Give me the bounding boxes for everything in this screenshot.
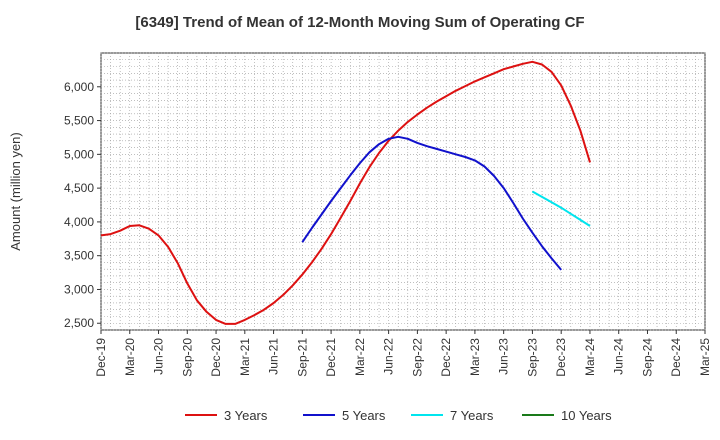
- y-tick-label: 5,500: [64, 114, 94, 128]
- x-tick-label: Sep-21: [295, 338, 309, 377]
- x-tick-label: Jun-20: [152, 338, 166, 375]
- x-tick-label: Jun-24: [612, 338, 626, 375]
- legend-label-10-years: 10 Years: [561, 408, 612, 423]
- legend-label-3-years: 3 Years: [224, 408, 268, 423]
- plot-area: [100, 52, 706, 331]
- x-tick-label: Jun-21: [267, 338, 281, 375]
- x-tick-label: Jun-22: [382, 338, 396, 375]
- x-tick-label: Sep-23: [525, 338, 539, 377]
- x-tick-label: Dec-22: [439, 338, 453, 377]
- y-tick-label: 2,500: [64, 316, 94, 330]
- y-tick-label: 3,500: [64, 249, 94, 263]
- chart-title: [6349] Trend of Mean of 12-Month Moving …: [135, 14, 585, 31]
- x-tick-label: Mar-22: [353, 338, 367, 376]
- x-tick-label: Mar-24: [583, 338, 597, 376]
- y-tick-label: 4,500: [64, 181, 94, 195]
- x-tick-label: Sep-24: [640, 338, 654, 377]
- x-tick-label: Mar-25: [698, 338, 712, 376]
- y-tick-label: 3,000: [64, 282, 94, 296]
- x-tick-label: Sep-20: [180, 338, 194, 377]
- x-tick-label: Mar-20: [123, 338, 137, 376]
- x-tick-label: Dec-23: [554, 338, 568, 377]
- legend-label-7-years: 7 Years: [450, 408, 494, 423]
- series-line-3-years: [100, 60, 591, 325]
- x-tick-label: Jun-23: [497, 338, 511, 375]
- x-tick-label: Dec-24: [669, 338, 683, 377]
- x-tick-label: Dec-19: [94, 338, 108, 377]
- x-tick-label: Dec-21: [324, 338, 338, 377]
- x-tick-label: Sep-22: [410, 338, 424, 377]
- x-tick-label: Mar-21: [238, 338, 252, 376]
- y-axis-label: Amount (million yen): [8, 132, 23, 251]
- y-tick-label: 4,000: [64, 215, 94, 229]
- legend-label-5-years: 5 Years: [342, 408, 386, 423]
- x-tick-label: Mar-23: [468, 338, 482, 376]
- series-line-5-years: [301, 135, 562, 271]
- y-tick-label: 6,000: [64, 80, 94, 94]
- y-tick-label: 5,000: [64, 147, 94, 161]
- x-tick-label: Dec-20: [209, 338, 223, 377]
- series-line-7-years: [531, 190, 591, 227]
